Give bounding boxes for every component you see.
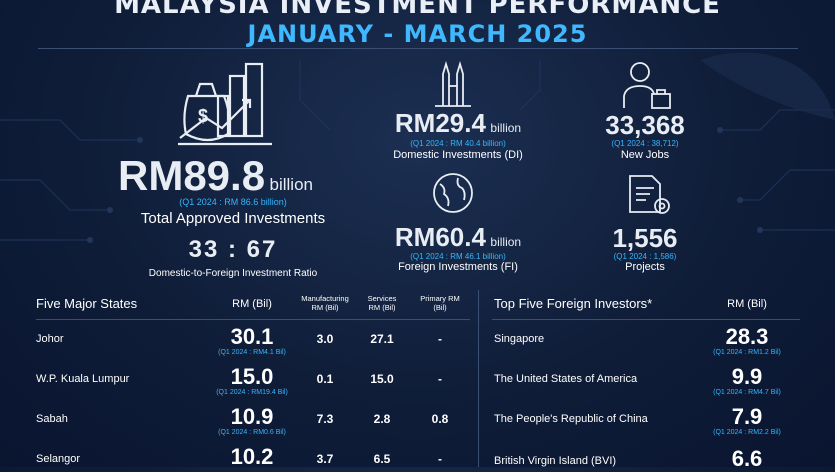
table-separator [478,290,479,467]
state-row-comparison: (Q1 2024 : RM4.1 Bil) [218,349,286,356]
projects-comparison: (Q1 2024 : 1,586) [613,252,677,261]
state-row-manufacturing: 3.0 [316,332,334,346]
projects-label: Projects [625,261,665,273]
states-col-services: Services RM (Bil) [367,294,397,312]
investor-row-comparison: (Q1 2024 : RM2.2 Bil) [713,429,781,436]
state-row-name: W.P. Kuala Lumpur [36,373,130,385]
state-row-services: 2.8 [373,412,391,426]
svg-text:$: $ [198,106,208,126]
state-row-primary: - [438,372,442,386]
state-row-total: 10.2 [230,444,274,469]
foreign-label: Foreign Investments (FI) [398,261,518,273]
state-row-total: 15.0 [230,364,274,389]
jobs-label: New Jobs [620,149,670,161]
states-heading: Five Major States [36,296,138,311]
investor-row-name: The United States of America [494,373,638,385]
total-label: Total Approved Investments [140,210,326,227]
state-row-services: 27.1 [370,332,394,346]
domestic-value: RM29.4 billion [394,108,522,138]
investor-row-name: British Virgin Island (BVI) [494,455,617,467]
ratio-value: 33 : 67 [188,236,278,263]
ratio-label: Domestic-to-Foreign Investment Ratio [148,268,318,279]
period-subtitle: JANUARY - MARCH 2025 [247,20,588,48]
state-row-name: Johor [36,333,64,345]
total-value: RM89.8 billion [118,152,313,199]
foreign-comparison: (Q1 2024 : RM 46.1 billion) [410,252,506,261]
state-row-manufacturing: 7.3 [316,412,334,426]
jobs-value: 33,368 [605,110,685,140]
projects-value: 1,556 [612,223,678,253]
investor-row-value: 9.9 [731,364,763,389]
state-row-services: 15.0 [370,372,394,386]
state-row-manufacturing: 0.1 [316,372,334,386]
states-divider [36,319,470,320]
state-row-manufacturing: 3.7 [316,452,334,466]
worker-icon [623,62,671,109]
state-row-services: 6.5 [373,452,391,466]
state-row-primary: - [438,452,442,466]
states-col-manufacturing: Manufacturing RM (Bil) [301,294,349,312]
state-row-total: 30.1 [230,324,274,349]
investors-heading: Top Five Foreign Investors* [494,296,653,311]
investors-col-rm: RM (Bil) [727,298,767,310]
investor-row-value: 28.3 [725,324,769,349]
investor-row-value: 6.6 [731,446,763,471]
foreign-value: RM60.4 billion [394,222,522,252]
jobs-comparison: (Q1 2024 : 38,712) [611,139,679,148]
states-col-primary: Primary RM (Bil) [420,294,460,312]
state-row-comparison: (Q1 2024 : RM19.4 Bil) [216,389,288,396]
globe-icon [433,173,473,213]
page-title: MALAYSIA INVESTMENT PERFORMANCE [114,0,721,20]
state-row-comparison: (Q1 2024 : RM0.6 Bil) [218,429,286,436]
top-divider [38,48,798,49]
total-comparison: (Q1 2024 : RM 86.6 billion) [179,197,287,207]
documents-gear-icon [629,175,670,214]
state-row-name: Sabah [36,413,68,425]
investor-row-value: 7.9 [731,404,763,429]
investor-row-comparison: (Q1 2024 : RM1.2 Bil) [713,349,781,356]
state-row-total: 10.9 [230,404,274,429]
investor-row-name: The People's Republic of China [494,413,648,425]
investor-row-name: Singapore [494,333,545,345]
state-row-primary: - [438,332,442,346]
investors-divider [492,319,800,320]
state-row-name: Selangor [36,453,81,465]
twin-towers-icon [435,60,471,107]
domestic-label: Domestic Investments (DI) [393,149,523,161]
state-row-primary: 0.8 [431,412,449,426]
money-bag-city-icon: $ [178,62,272,146]
states-col-rm: RM (Bil) [232,298,272,310]
investor-row-comparison: (Q1 2024 : RM4.7 Bil) [713,389,781,396]
domestic-comparison: (Q1 2024 : RM 40.4 billion) [410,139,506,148]
